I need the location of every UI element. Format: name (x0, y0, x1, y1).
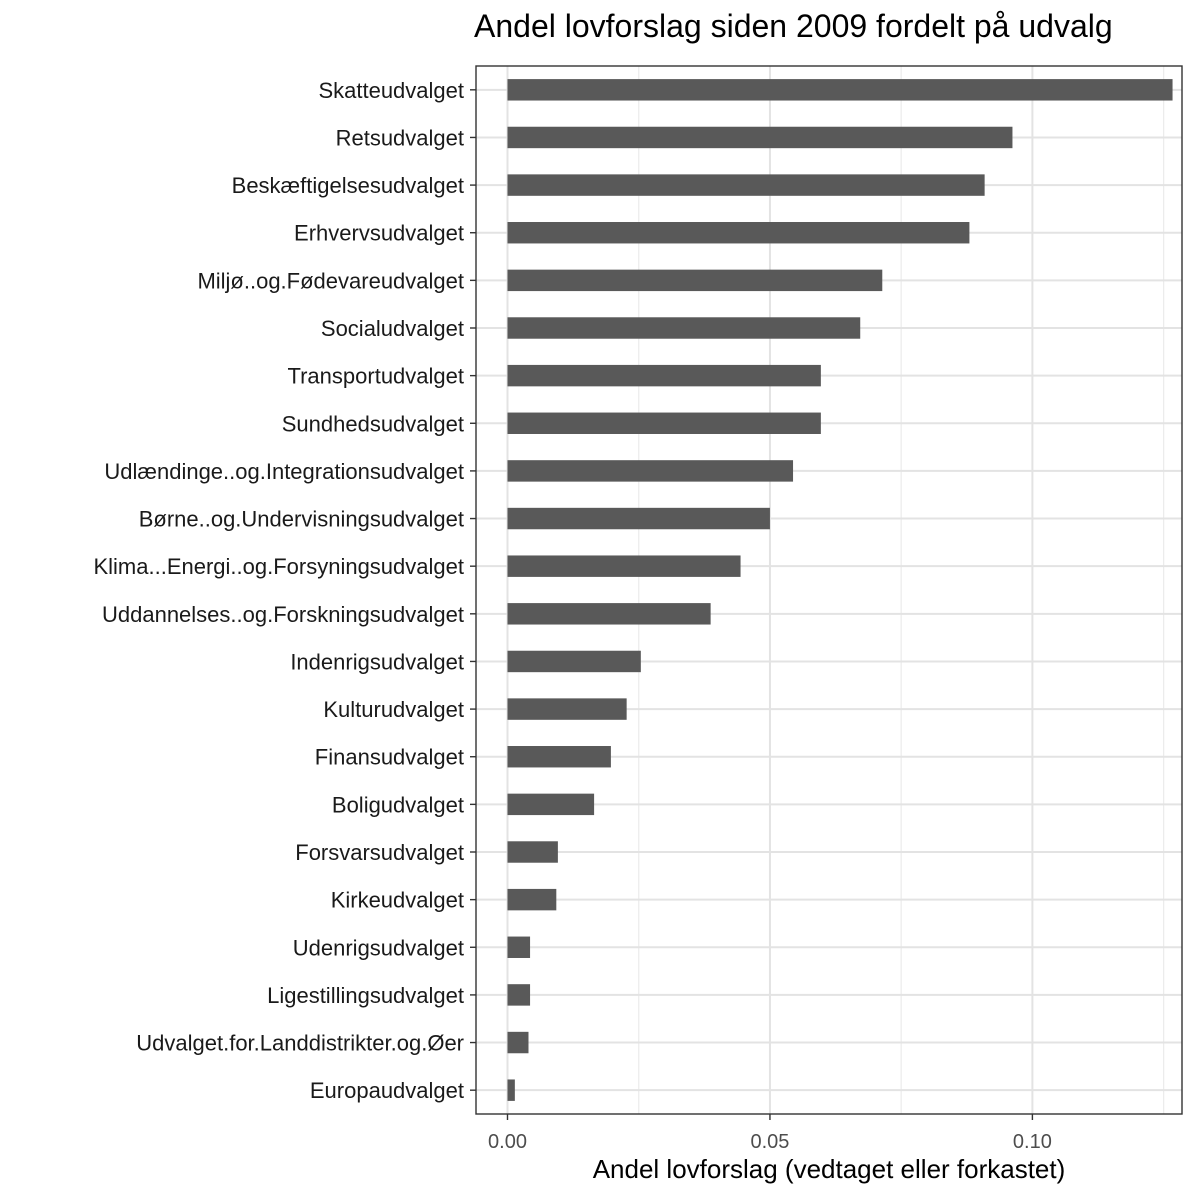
bar (507, 364, 821, 387)
x-tick-label: 0.10 (1013, 1131, 1052, 1153)
y-tick-label: Finansudvalget (315, 745, 464, 770)
bar (507, 222, 970, 244)
y-tick-label: Skatteudvalget (318, 78, 464, 103)
y-tick-label: Miljø..og.Fødevareudvalget (197, 268, 464, 293)
y-tick-label: Erhvervsudvalget (294, 221, 464, 246)
y-tick-label: Europaudvalget (310, 1078, 464, 1103)
y-tick-label: Udvalget.for.Landdistrikter.og.Øer (136, 1031, 464, 1056)
bar (507, 269, 883, 292)
bar (507, 746, 611, 768)
bar (507, 984, 531, 1006)
y-tick-label: Klima...Energi..og.Forsyningsudvalget (93, 554, 464, 579)
bar (507, 1079, 515, 1101)
y-tick-label: Retsudvalget (336, 125, 464, 150)
bar (507, 841, 558, 863)
bar (507, 460, 794, 482)
y-tick-label: Indenrigsudvalget (290, 649, 464, 674)
bar (507, 317, 861, 339)
bar (507, 888, 557, 911)
y-tick-label: Transportudvalget (287, 364, 464, 389)
x-tick-label: 0.05 (750, 1131, 789, 1153)
x-axis-labels: 0.00 0.05 0.10 (488, 1131, 1052, 1153)
bar (507, 936, 531, 958)
x-axis-title: Andel lovforslag (vedtaget eller forkast… (476, 1154, 1182, 1185)
y-axis-ticks (470, 89, 476, 1091)
y-tick-label: Børne..og.Undervisningsudvalget (139, 507, 464, 532)
x-axis-ticks (506, 1114, 1034, 1120)
y-tick-label: Forsvarsudvalget (295, 840, 464, 865)
y-tick-label: Kulturudvalget (323, 697, 464, 722)
bar (507, 79, 1173, 101)
y-tick-label: Ligestillingsudvalget (267, 983, 464, 1008)
bar (507, 174, 985, 196)
bar (507, 650, 641, 673)
x-tick-label: 0.00 (488, 1131, 527, 1153)
bar (507, 793, 595, 816)
y-tick-label: Beskæftigelsesudvalget (232, 173, 464, 198)
y-tick-label: Udenrigsudvalget (293, 935, 464, 960)
y-axis-labels: Skatteudvalget Retsudvalget Beskæftigelses… (93, 78, 464, 1103)
plot-panel-border (475, 65, 1183, 1115)
y-tick-label: Udlændinge..og.Integrationsudvalget (104, 459, 464, 484)
x-axis-title-text: Andel lovforslag (vedtaget eller forkast… (592, 1154, 1066, 1184)
y-tick-label: Sundhedsudvalget (282, 411, 464, 436)
bar (507, 555, 741, 577)
bar (507, 698, 627, 720)
y-tick-label: Boligudvalget (332, 792, 464, 817)
bar (507, 126, 1013, 149)
y-tick-label: Kirkeudvalget (331, 888, 464, 913)
bars (507, 79, 1173, 1101)
y-tick-label: Socialudvalget (321, 316, 464, 341)
y-tick-label: Uddannelses..og.Forskningsudvalget (102, 602, 464, 627)
bar (507, 603, 711, 625)
bar (507, 507, 770, 530)
bar (507, 1031, 529, 1054)
chart-title: Andel lovforslag siden 2009 fordelt på u… (474, 8, 1113, 44)
bar (507, 412, 821, 434)
